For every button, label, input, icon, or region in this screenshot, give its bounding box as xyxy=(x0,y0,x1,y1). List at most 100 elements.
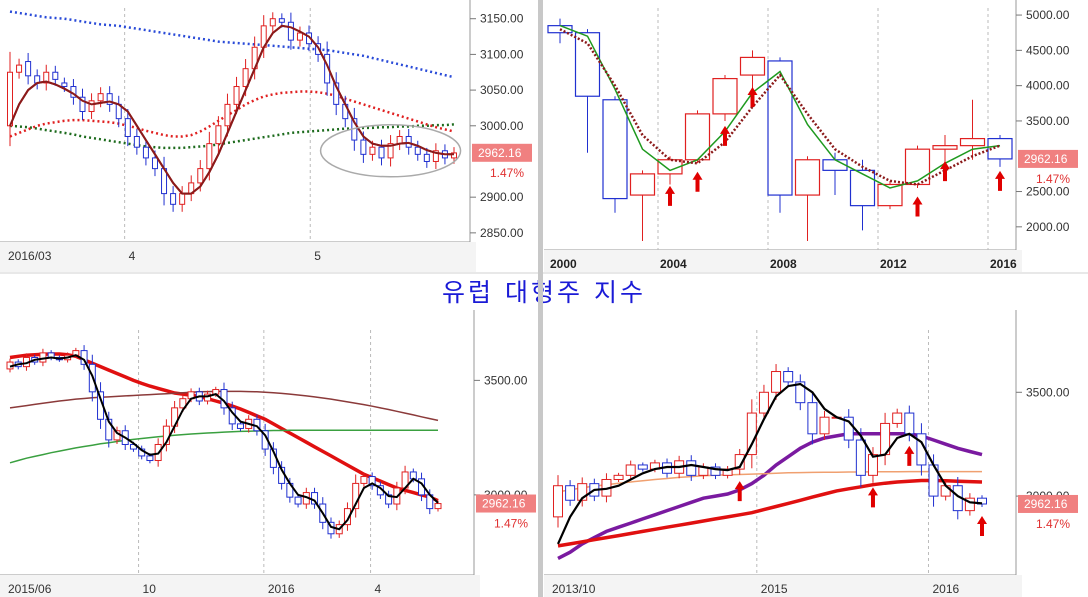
monthly-candle-body xyxy=(686,460,697,476)
daily-candle-body xyxy=(142,146,149,159)
daily-x-tick-label: 2016/03 xyxy=(8,249,52,263)
monthly-candle-body xyxy=(904,412,915,435)
monthly-up-arrow xyxy=(734,481,745,502)
daily-candle-body xyxy=(88,100,95,113)
daily-candle-body xyxy=(179,193,186,205)
yearly-candle-body xyxy=(794,159,821,196)
monthly-candle-body xyxy=(613,474,624,480)
monthly-price-badge xyxy=(1018,494,1078,513)
yearly-candle-body xyxy=(684,113,711,161)
yearly-y-tick-label: 2500.00 xyxy=(1026,185,1070,199)
monthly-candle-body xyxy=(625,464,636,476)
monthly-candle-body xyxy=(807,402,818,435)
daily-candle-body xyxy=(387,143,394,159)
daily-chart-panel: 3150.00 3100.00 3050.00 3000.00 2900.00 2850.… xyxy=(0,0,536,272)
daily-candle-body xyxy=(451,152,457,159)
yearly-series-line xyxy=(559,28,1001,186)
weekly-candle-body xyxy=(434,503,442,510)
monthly-candle-body xyxy=(771,371,782,393)
daily-candle-body xyxy=(405,135,412,148)
daily-y-tick-label: 3000.00 xyxy=(480,119,524,133)
monthly-last-price: 2962.16 xyxy=(1024,497,1068,511)
daily-chart: 3150.00 3100.00 3050.00 3000.00 2900.00 2850.… xyxy=(0,0,532,272)
monthly-y-tick-label: 3500.00 xyxy=(1026,385,1070,399)
yearly-candle-body xyxy=(712,77,738,115)
yearly-candle-body xyxy=(959,137,986,147)
yearly-y-tick-label: 4500.00 xyxy=(1026,43,1070,57)
daily-candle-body xyxy=(25,61,32,77)
yearly-up-arrow xyxy=(912,196,923,217)
yearly-change-pct: 1.47% xyxy=(1036,172,1070,186)
weekly-x-axis-band xyxy=(0,575,480,597)
yearly-y-tick-label: 3500.00 xyxy=(1026,114,1070,128)
weekly-series-line xyxy=(9,429,438,464)
yearly-up-arrow xyxy=(665,185,675,206)
yearly-up-arrow xyxy=(720,125,730,146)
daily-candle-body xyxy=(151,157,158,170)
daily-candle-body xyxy=(333,82,340,105)
monthly-up-arrow xyxy=(977,515,987,536)
chart-caption: 유럽 대형주 지수 xyxy=(442,278,646,307)
yearly-candle-body xyxy=(877,183,903,207)
yearly-candle-body xyxy=(739,56,766,76)
yearly-x-tick-label: 2016 xyxy=(990,257,1017,271)
yearly-price-badge xyxy=(1018,149,1078,168)
daily-y-tick-label: 3100.00 xyxy=(480,47,524,61)
weekly-candle-body xyxy=(204,393,212,402)
daily-candle-body xyxy=(106,93,113,105)
monthly-change-pct: 1.47% xyxy=(1036,517,1070,531)
weekly-change-pct: 1.47% xyxy=(494,517,528,531)
yearly-candle-body xyxy=(767,60,793,196)
monthly-candle-body xyxy=(710,466,721,476)
monthly-candle-body xyxy=(565,485,576,501)
weekly-x-tick-label: 2015/06 xyxy=(8,582,52,596)
yearly-chart-panel: 5000.00 4500.00 4000.00 3500.00 2500.00 2000.… xyxy=(544,0,1088,272)
monthly-candle-body xyxy=(734,454,745,470)
yearly-candle-body xyxy=(987,137,1013,160)
weekly-candle-body xyxy=(360,476,368,484)
daily-x-tick-label: 4 xyxy=(129,249,136,263)
yearly-up-arrow xyxy=(995,170,1005,191)
monthly-chart-panel: 3500.003000.002013/10201520162962.161.47… xyxy=(544,310,1088,597)
monthly-candle-body xyxy=(892,412,903,424)
monthly-candle-body xyxy=(553,485,563,518)
monthly-candle-body xyxy=(843,416,854,441)
monthly-candle-body xyxy=(637,464,648,470)
monthly-plot-area xyxy=(548,330,1012,575)
monthly-series-line xyxy=(556,382,983,545)
yearly-x-axis-band xyxy=(544,250,1022,272)
yearly-series-line xyxy=(559,24,1001,189)
yearly-chart: 5000.00 4500.00 4000.00 3500.00 2500.00 2000.… xyxy=(544,0,1078,272)
daily-last-price: 2962.16 xyxy=(478,146,522,160)
daily-price-badge xyxy=(472,143,532,162)
yearly-up-arrow xyxy=(692,171,703,192)
yearly-candle-body xyxy=(657,159,683,175)
daily-y-tick-label: 2900.00 xyxy=(480,190,524,204)
daily-candle-body xyxy=(432,150,439,162)
monthly-candle-body xyxy=(819,416,830,435)
daily-candle-body xyxy=(16,64,23,73)
daily-series-line xyxy=(9,90,455,138)
weekly-plot-area xyxy=(4,330,468,575)
daily-candle-body xyxy=(97,93,104,102)
monthly-up-arrow xyxy=(904,445,915,466)
daily-candle-body xyxy=(423,153,430,162)
monthly-candle-body xyxy=(783,371,794,383)
daily-candle-body xyxy=(296,32,303,41)
yearly-up-arrow xyxy=(940,161,950,182)
daily-candle-body xyxy=(224,103,231,127)
daily-candle-body xyxy=(269,18,276,27)
yearly-y-tick-label: 5000.00 xyxy=(1026,8,1070,22)
daily-candle-body xyxy=(215,125,222,145)
daily-candle-body xyxy=(287,21,294,41)
daily-candle-body xyxy=(378,146,385,159)
weekly-candle-body xyxy=(368,476,376,487)
yearly-candle-body xyxy=(822,159,848,171)
weekly-x-tick-label: 4 xyxy=(375,582,382,596)
yearly-x-tick-label: 2004 xyxy=(660,257,687,271)
weekly-candle-body xyxy=(294,496,302,505)
daily-candle-body xyxy=(43,71,50,84)
daily-x-axis-band xyxy=(0,242,476,272)
weekly-candle-body xyxy=(146,455,154,462)
